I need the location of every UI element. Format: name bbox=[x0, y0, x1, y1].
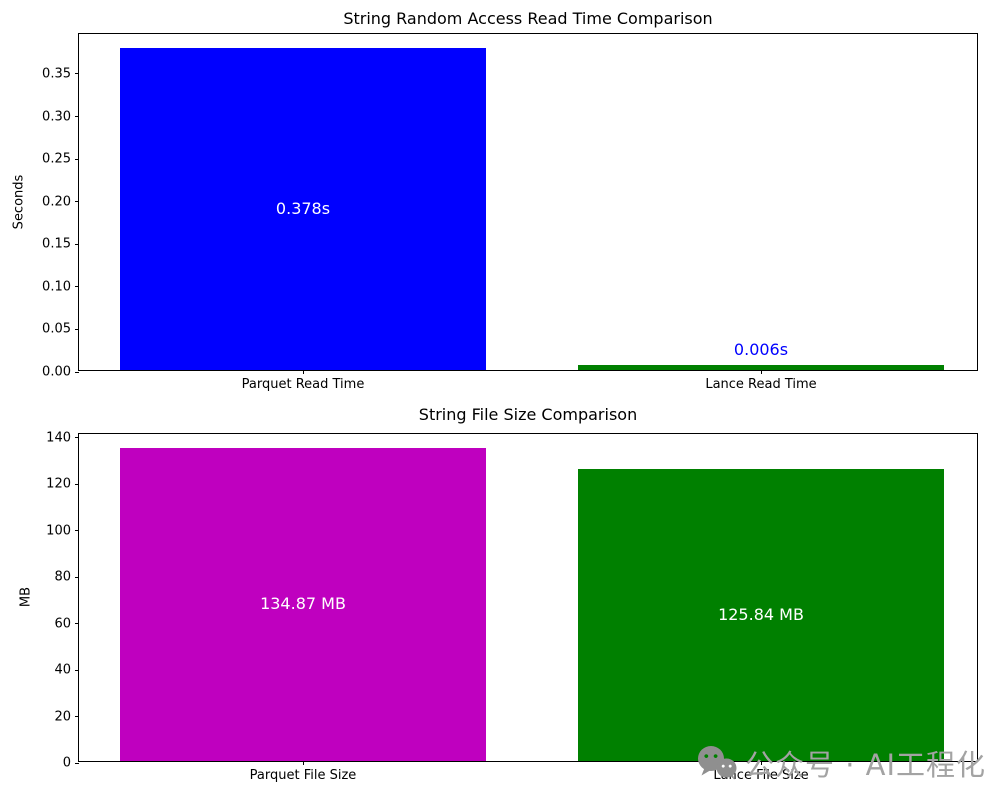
y-tick-mark bbox=[75, 669, 79, 671]
y-tick-label: 80 bbox=[54, 569, 71, 585]
x-tick-label: Parquet File Size bbox=[249, 768, 357, 783]
y-tick-mark bbox=[75, 716, 79, 718]
y-tick-mark bbox=[75, 371, 79, 373]
y-tick-mark bbox=[75, 116, 79, 118]
read-time-chart-axes: 0.00 0.05 0.10 0.15 0.20 0.25 0.30 0.35 0.378s Pa… bbox=[42, 33, 978, 392]
y-tick-label: 140 bbox=[46, 430, 71, 446]
y-tick-mark bbox=[75, 73, 79, 75]
y-tick-mark bbox=[75, 483, 79, 485]
y-tick-mark bbox=[75, 623, 79, 625]
y-tick-label: 0 bbox=[62, 755, 71, 771]
y-tick-mark bbox=[75, 286, 79, 288]
chart-title-file-size: String File Size Comparison bbox=[418, 405, 638, 424]
x-tick-mark bbox=[760, 370, 762, 374]
y-tick-label: 0.20 bbox=[42, 194, 71, 210]
x-tick-mark bbox=[302, 370, 304, 374]
y-tick-label: 40 bbox=[54, 662, 71, 678]
bar-lance-file-size bbox=[578, 468, 944, 761]
y-tick-mark bbox=[75, 437, 79, 439]
y-tick-label: 20 bbox=[54, 709, 71, 725]
y-tick-label: 100 bbox=[46, 523, 71, 539]
y-tick-mark bbox=[75, 530, 79, 532]
bar-value-label: 134.87 MB bbox=[260, 594, 346, 614]
x-tick-label: Lance Read Time bbox=[705, 377, 817, 392]
y-tick-mark bbox=[75, 762, 79, 764]
watermark: 公众号 · AI工程化 bbox=[697, 742, 986, 784]
y-axis-label-seconds: Seconds bbox=[11, 174, 27, 230]
y-tick-mark bbox=[75, 158, 79, 160]
y-axis-label-mb: MB bbox=[18, 586, 34, 608]
y-tick-label: 0.25 bbox=[42, 151, 71, 167]
y-tick-mark bbox=[75, 328, 79, 330]
bar-parquet-file-size bbox=[120, 447, 486, 761]
bar-value-label: 0.006s bbox=[733, 339, 789, 359]
y-tick-label: 0.35 bbox=[42, 66, 71, 82]
chart-title-read-time: String Random Access Read Time Compariso… bbox=[343, 9, 713, 28]
y-tick-mark bbox=[75, 201, 79, 203]
y-tick-label: 120 bbox=[46, 476, 71, 492]
bar-parquet-read-time bbox=[120, 48, 486, 370]
x-tick-mark bbox=[302, 761, 304, 765]
y-tick-label: 0.30 bbox=[42, 109, 71, 125]
wechat-icon bbox=[698, 746, 737, 780]
x-tick-mark bbox=[760, 761, 762, 765]
y-tick-label: 0.15 bbox=[42, 236, 71, 252]
x-tick-label: Lance File Size bbox=[713, 768, 809, 783]
bar-lance-read-time bbox=[578, 364, 944, 370]
file-size-chart-axes: 0 20 40 60 80 100 120 140 134.87 MB Parquet File … bbox=[46, 430, 978, 783]
y-tick-mark bbox=[75, 576, 79, 578]
y-tick-label: 0.10 bbox=[42, 279, 71, 295]
y-tick-label: 0.00 bbox=[42, 364, 71, 380]
y-tick-mark bbox=[75, 243, 79, 245]
bar-value-label: 0.378s bbox=[275, 199, 331, 219]
x-tick-label: Parquet Read Time bbox=[241, 377, 365, 392]
bar-value-label: 125.84 MB bbox=[718, 604, 804, 624]
y-tick-label: 0.05 bbox=[42, 321, 71, 337]
y-tick-label: 60 bbox=[54, 616, 71, 632]
watermark-text: 公众号 · AI工程化 bbox=[745, 748, 987, 782]
